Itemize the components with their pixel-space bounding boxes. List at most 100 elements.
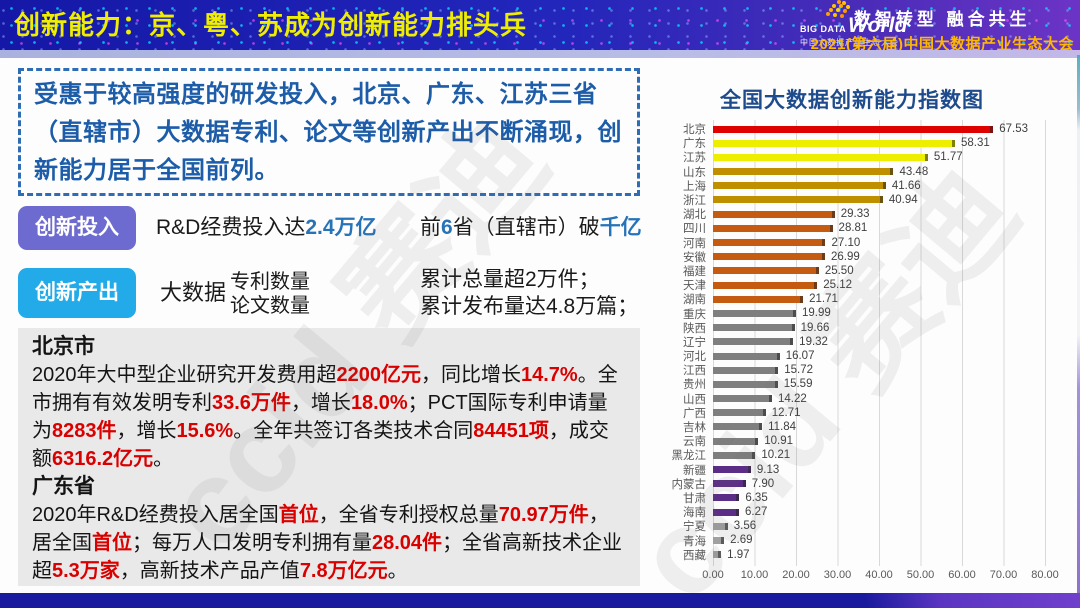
- chart-row: 四川 28.81: [656, 221, 1072, 235]
- chart-bar-track: 2.69: [713, 533, 1047, 547]
- chart-bar-track: 40.94: [713, 193, 1047, 207]
- chart-axis: 0.00 10.00 20.00 30.00 40.00 50.00 60.00 70.00 8…: [656, 569, 1072, 584]
- chart-row: 广东 58.31: [656, 136, 1072, 150]
- chart-axis-tick: 10.00: [740, 568, 769, 581]
- chart-row: 贵州 15.59: [656, 377, 1072, 391]
- chart-category-label: 河北: [683, 351, 706, 364]
- chart-category-label: 山东: [683, 166, 706, 179]
- chart-value-label: 43.48: [899, 165, 929, 178]
- chart-bar-track: 9.13: [713, 463, 1047, 477]
- chart-value-label: 14.22: [778, 392, 807, 405]
- highlight-value: 首位: [278, 504, 319, 526]
- chart-row: 江苏 51.77: [656, 150, 1072, 164]
- output-items: 专利数量 论文数量: [230, 270, 310, 318]
- chart-bar: [713, 380, 778, 388]
- chart-axis-tick: 30.00: [823, 568, 852, 581]
- chart-value-label: 19.32: [799, 335, 828, 348]
- chart-row: 浙江 40.94: [656, 193, 1072, 207]
- highlight-value: 70.97万件: [498, 504, 589, 526]
- text-run: 前: [420, 216, 441, 239]
- beijing-title: 北京市: [32, 335, 95, 358]
- output-item-patents: 专利数量: [230, 271, 310, 293]
- chart-bar: [713, 338, 794, 346]
- chart-category-label: 四川: [683, 223, 706, 236]
- investment-fact-1: R&D经费投入达2.4万亿: [156, 206, 377, 250]
- chart-row: 宁夏 3.56: [656, 519, 1072, 533]
- chart-axis-tick: 80.00: [1031, 568, 1059, 581]
- chart-value-label: 26.99: [831, 250, 860, 263]
- chart-value-label: 58.31: [960, 137, 990, 150]
- investment-fact-2: 前6省（直辖市）破千亿: [420, 206, 642, 250]
- chart-axis-tick: 0.00: [702, 568, 724, 581]
- chart-value-label: 41.66: [891, 179, 921, 192]
- chart-bar: [713, 508, 740, 516]
- text-run: ，同比增长: [421, 364, 521, 386]
- chart-bar: [713, 423, 763, 431]
- chart-bar: [713, 281, 818, 289]
- chart-bar-track: 25.50: [713, 264, 1047, 278]
- chart-bar-track: 10.91: [713, 434, 1047, 448]
- chart-row: 云南 10.91: [656, 434, 1072, 448]
- text-run: 2020年大中型企业研究开发费用超: [32, 364, 337, 386]
- chart-axis-tick: 50.00: [906, 568, 935, 581]
- chart-axis-tick: 20.00: [782, 568, 810, 581]
- chart-bar: [713, 309, 796, 317]
- chart-bar-track: 1.97: [713, 548, 1047, 562]
- chart-bar: [713, 210, 835, 218]
- highlight-value: 首位: [92, 532, 132, 554]
- chart-category-label: 湖南: [683, 294, 706, 307]
- chart-row: 湖北 29.33: [656, 207, 1072, 221]
- chart-value-label: 51.77: [933, 151, 963, 164]
- chart-bar-track: 14.22: [713, 392, 1047, 406]
- province-details-panel: 北京市 2020年大中型企业研究开发费用超2200亿元，同比增长14.7%。全市…: [18, 328, 640, 586]
- chart-bar: [713, 451, 756, 459]
- chart-bar: [713, 224, 833, 232]
- chart-bar-track: 15.59: [713, 377, 1047, 391]
- text-run: ；PCT国际专利申请量为: [32, 392, 608, 442]
- chart-bar: [713, 253, 825, 261]
- chart-row: 湖南 21.71: [656, 292, 1072, 306]
- chart-row: 甘肃 6.35: [656, 491, 1072, 505]
- highlight-value: 7.8万亿元: [299, 560, 388, 582]
- chart-category-label: 新疆: [683, 464, 706, 477]
- text-run: 。: [387, 560, 408, 582]
- chart-title: 全国大数据创新能力指数图: [720, 89, 984, 112]
- chart-category-label: 海南: [683, 507, 706, 520]
- text-run: 2020年R&D经费投入居全国: [32, 504, 279, 526]
- chart-bar: [713, 437, 759, 445]
- chart-bar: [713, 551, 722, 559]
- highlight-value: 8283件: [52, 420, 117, 442]
- chart-value-label: 15.72: [784, 364, 814, 377]
- chart-row: 山东 43.48: [656, 165, 1072, 179]
- chart-bar-track: 11.84: [713, 420, 1047, 434]
- chart-bar-track: 19.99: [713, 306, 1047, 320]
- chart-category-label: 内蒙古: [671, 478, 707, 491]
- chart-bar-track: 41.66: [713, 179, 1047, 193]
- highlight-value: 2.4万亿: [305, 216, 377, 239]
- chart-bar-track: 3.56: [713, 519, 1047, 533]
- chart-bar: [713, 139, 955, 147]
- output-result-papers: 累计发布量达4.8万篇；: [420, 295, 639, 318]
- chart-category-label: 宁夏: [683, 521, 706, 534]
- chart-bar-track: 43.48: [713, 165, 1047, 179]
- chart-bar: [713, 494, 740, 502]
- header-divider-strip: [0, 50, 1080, 58]
- chart-value-label: 2.69: [730, 534, 753, 547]
- text-run: 。全年共签订各类技术合同: [233, 420, 474, 442]
- chart-bar-track: 15.72: [713, 363, 1047, 377]
- chart-bar-track: 27.10: [713, 236, 1047, 250]
- chart-value-label: 9.13: [756, 463, 780, 476]
- text-run: ，增长: [116, 420, 177, 442]
- chart-row: 福建 25.50: [656, 264, 1072, 278]
- output-prefix: 大数据: [160, 280, 227, 305]
- chart-category-label: 湖北: [683, 209, 706, 222]
- chart-category-label: 重庆: [683, 308, 706, 321]
- chart-bar-track: 67.53: [713, 122, 1047, 136]
- chart-value-label: 10.91: [764, 435, 794, 448]
- right-edge-decoration: [1077, 55, 1080, 593]
- output-result-patents: 累计总量超2万件；: [420, 268, 600, 291]
- chart-bar-track: 6.27: [713, 505, 1047, 519]
- page-title: 创新能力：京、粤、苏成为创新能力排头兵: [14, 10, 528, 40]
- chart-value-label: 67.53: [999, 123, 1029, 135]
